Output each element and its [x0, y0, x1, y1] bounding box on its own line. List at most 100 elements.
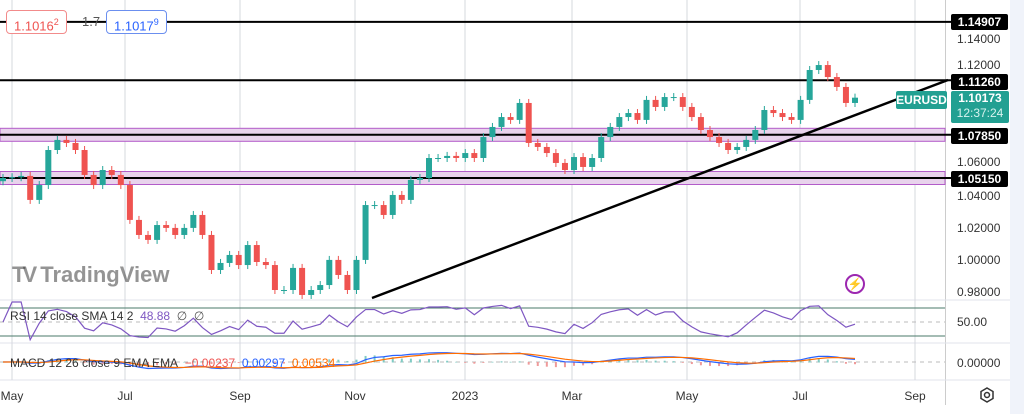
candle-body	[688, 106, 695, 118]
macd-histogram-bar	[844, 362, 847, 364]
macd-histogram-bar	[754, 362, 757, 363]
macd-histogram-bar	[237, 362, 240, 363]
candle-body	[117, 174, 124, 186]
candle-body	[172, 227, 179, 235]
x-tick-label: Sep	[904, 389, 926, 403]
macd-histogram-bar	[582, 362, 585, 366]
y-tick-label: 0.98000	[957, 285, 1001, 300]
macd-signal-line	[2, 352, 856, 369]
macd-histogram-bar	[418, 359, 421, 363]
macd-histogram-bar	[518, 361, 521, 363]
macd-histogram-bar	[255, 361, 258, 363]
x-tick-label: Sep	[229, 389, 251, 403]
macd-histogram-bar	[854, 362, 856, 365]
candle-body	[208, 234, 215, 270]
sell-price-box[interactable]: 1.10162	[6, 10, 67, 34]
x-tick-label: Jul	[117, 389, 133, 403]
candle-body	[525, 102, 532, 143]
macd-histogram-bar	[708, 362, 711, 366]
macd-histogram-bar	[654, 360, 657, 363]
candle-body	[217, 262, 224, 270]
candle-body	[226, 254, 233, 263]
candle-body	[326, 259, 333, 286]
macd-histogram-bar	[246, 360, 249, 363]
level-tag-2: 1.11260	[951, 74, 1008, 90]
macd-histogram-bar	[110, 362, 113, 364]
macd-histogram-bar	[645, 359, 648, 363]
candle-body	[353, 259, 360, 290]
macd-value: 0.00297	[241, 356, 286, 370]
candle-body	[126, 185, 133, 220]
macd-histogram-bar	[201, 361, 204, 363]
macd-histogram-bar	[328, 359, 331, 363]
candle-body	[45, 150, 52, 186]
macd-legend[interactable]: MACD 12 26 close 9 EMA EMA −0.00237 0.00…	[10, 356, 335, 370]
macd-histogram-bar	[545, 362, 548, 367]
buy-price: 1.1017	[114, 18, 154, 34]
macd-histogram-bar	[527, 362, 530, 365]
candle-body	[806, 70, 813, 100]
macd-histogram-bar	[273, 362, 276, 364]
candle-body	[824, 65, 831, 78]
candle-body	[643, 99, 650, 120]
x-tick-label: Jul	[792, 389, 808, 403]
macd-histogram-bar	[835, 361, 838, 363]
candle-body	[607, 126, 614, 138]
trendline	[371, 78, 949, 300]
candle-body	[416, 178, 423, 180]
candle-body	[407, 179, 414, 200]
candle-body	[589, 158, 596, 167]
settings-gear-icon[interactable]	[978, 386, 996, 404]
macd-histogram-bar	[92, 362, 95, 365]
macd-histogram-bar	[473, 362, 476, 364]
rsi-na-1: ∅	[176, 309, 188, 323]
rsi-legend[interactable]: RSI 14 close SMA 14 2 48.88 ∅ ∅	[10, 309, 204, 323]
candle-body	[652, 99, 659, 107]
macd-histogram-bar	[192, 360, 195, 363]
candle-body	[181, 227, 188, 235]
macd-histogram-bar	[101, 362, 104, 365]
macd-histogram-bar	[573, 362, 576, 366]
candle-body	[507, 117, 514, 120]
macd-histogram-bar	[346, 361, 349, 363]
candle-body	[697, 117, 704, 130]
tradingview-watermark: TV TradingView	[12, 262, 170, 287]
candle-body	[725, 142, 732, 150]
bar-countdown: 12:37:24	[956, 106, 1004, 120]
candle-body	[471, 153, 478, 158]
x-tick-label: Mar	[561, 389, 583, 403]
lightning-icon[interactable]: ⚡	[845, 274, 865, 294]
x-tick-label: Nov	[344, 389, 366, 403]
macd-signal-value: 0.00534	[291, 356, 336, 370]
x-tick-label: May	[675, 389, 699, 403]
candle-body	[670, 97, 677, 99]
level-tag-3: 1.07850	[951, 128, 1008, 144]
candle-body	[154, 225, 161, 240]
candle-body	[435, 158, 442, 159]
candle-body	[462, 153, 469, 158]
macd-histogram-bar	[391, 357, 394, 363]
candle-body	[362, 205, 369, 260]
macd-histogram-bar	[301, 362, 304, 363]
macd-histogram-bar	[536, 362, 539, 367]
macd-histogram-bar	[600, 361, 603, 363]
rsi-title: RSI 14 close SMA 14 2	[10, 309, 134, 323]
candle-body	[145, 234, 152, 240]
candle-body	[489, 126, 496, 138]
symbol-tag: EURUSD	[896, 91, 947, 109]
candle-body	[36, 185, 43, 200]
buy-price-box[interactable]: 1.10179	[106, 10, 167, 34]
macd-axis-label: 0.00000	[957, 356, 1001, 370]
macd-histogram-bar	[672, 361, 675, 363]
candle-body	[444, 155, 451, 158]
macd-histogram-bar	[355, 359, 358, 363]
candle-body	[598, 137, 605, 158]
candle-body	[833, 77, 840, 87]
price-axis-border	[945, 0, 946, 405]
macd-histogram-bar	[636, 360, 639, 363]
macd-histogram-bar	[74, 360, 77, 363]
candle-body	[797, 99, 804, 120]
candle-body	[571, 157, 578, 170]
macd-histogram-bar	[563, 362, 566, 368]
